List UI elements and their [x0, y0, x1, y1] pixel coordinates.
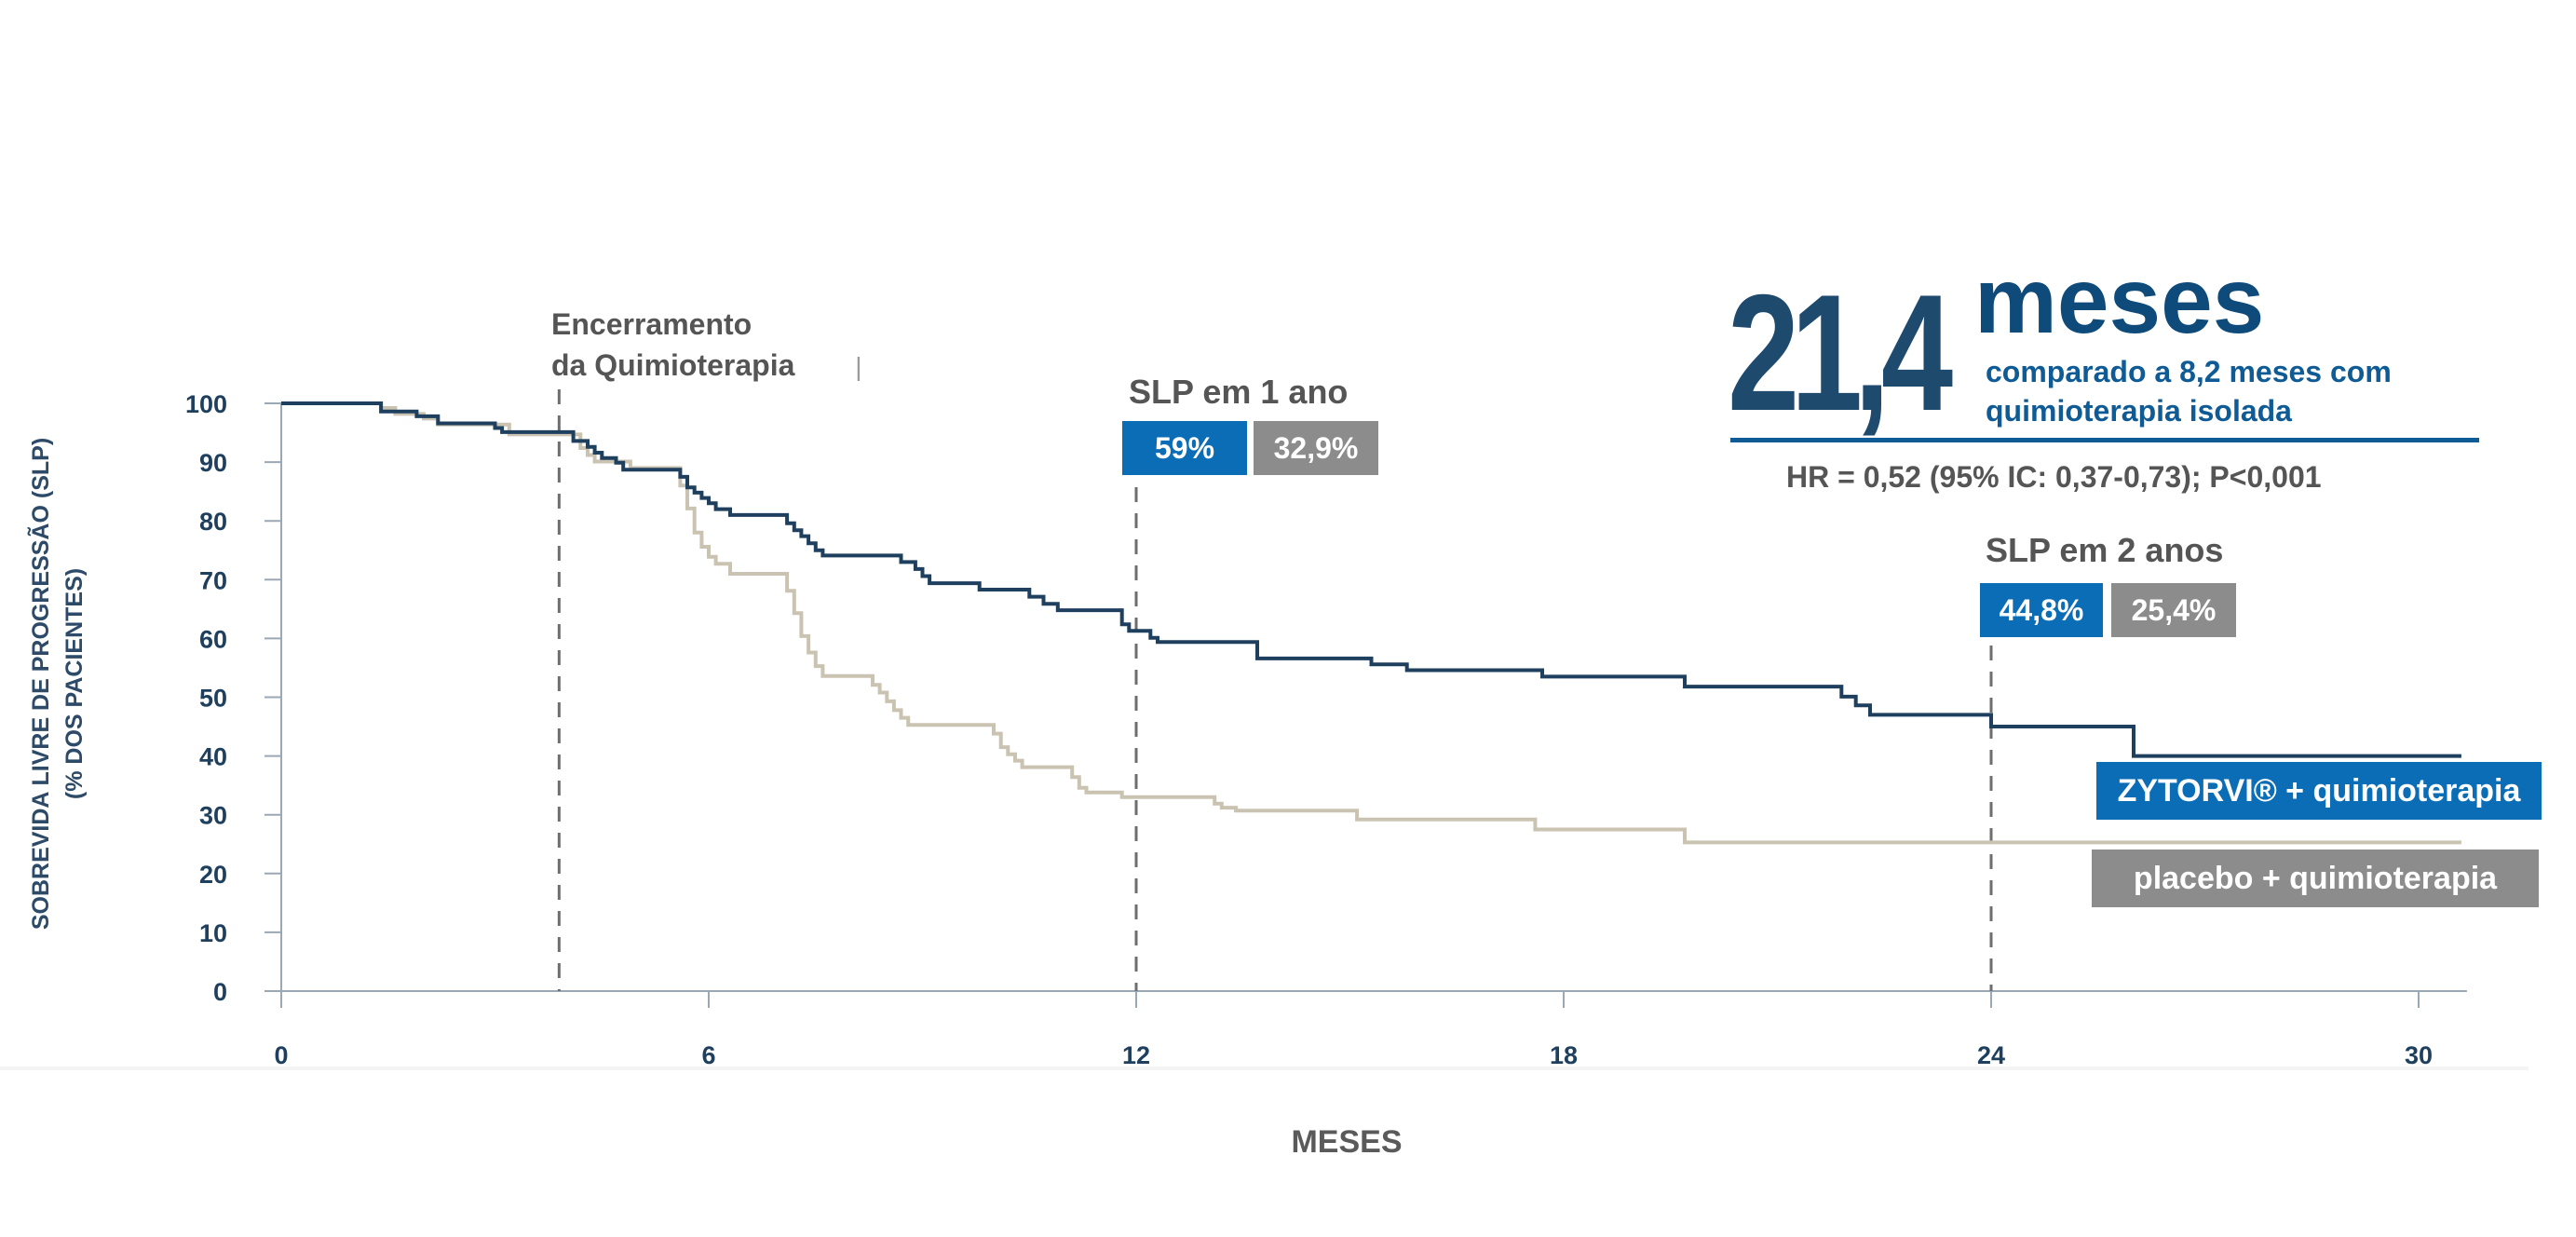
headline-subtitle: comparado a 8,2 meses com quimioterapia …: [1986, 352, 2392, 430]
survival-curves: [281, 401, 2461, 845]
slp-1-ano-zytorvi-badge: 59%: [1122, 421, 1247, 475]
x-tick-label: 6: [701, 1041, 715, 1069]
x-axis-label: MESES: [1291, 1124, 1403, 1160]
y-axis-label: SOBREVIDA LIVRE DE PROGRESSÃO (SLP) (% D…: [24, 423, 91, 945]
x-tick-label: 12: [1122, 1041, 1150, 1069]
legend-zytorvi: ZYTORVI® + quimioterapia: [2096, 762, 2542, 820]
legend-placebo: placebo + quimioterapia: [2092, 850, 2539, 907]
headline-subtitle-line2: quimioterapia isolada: [1986, 394, 2292, 428]
y-tick-label: 60: [199, 625, 227, 653]
x-tick-label: 24: [1977, 1041, 2005, 1069]
y-tick-label: 70: [199, 566, 227, 594]
chemo-end-line1: Encerramento: [551, 307, 752, 341]
headline-subtitle-line1: comparado a 8,2 meses com: [1986, 355, 2392, 388]
chemo-end-line2-text: da Quimioterapia: [551, 348, 795, 382]
axes: 0 10 20 30 40 50 60 70 80 90 100 0 6 12 18 24 30: [185, 390, 2467, 1069]
reference-lines: [557, 389, 1993, 991]
slp-2-anos-zytorvi-badge: 44,8%: [1980, 583, 2103, 637]
y-axis-label-line2: (% DOS PACIENTES): [61, 567, 88, 800]
y-axis-label-line1: SOBREVIDA LIVRE DE PROGRESSÃO (SLP): [28, 437, 54, 931]
y-tick-label: 80: [199, 508, 227, 536]
headline-rule: [1730, 438, 2479, 442]
y-tick-label: 10: [199, 919, 227, 947]
x-tick-label: 0: [274, 1041, 288, 1069]
slp-1-ano-title: SLP em 1 ano: [1129, 373, 1349, 411]
y-tick-label: 20: [199, 861, 227, 889]
headline-number: 21,4: [1728, 260, 1953, 445]
y-tick-label: 40: [199, 743, 227, 771]
chemo-end-annotation: Encerramento da Quimioterapia |: [551, 304, 862, 387]
y-tick-label: 0: [213, 978, 227, 1006]
y-tick-label: 50: [199, 685, 227, 713]
hazard-ratio-text: HR = 0,52 (95% IC: 0,37-0,73); P<0,001: [1786, 460, 2322, 494]
chemo-end-mark: |: [855, 352, 862, 381]
y-tick-label: 30: [199, 802, 227, 830]
slp-2-anos-title: SLP em 2 anos: [1986, 531, 2224, 569]
bottom-band: [0, 1067, 2529, 1070]
y-tick-label: 100: [185, 390, 227, 418]
x-tick-label: 30: [2405, 1041, 2433, 1069]
chemo-end-line2: da Quimioterapia |: [551, 345, 862, 387]
headline-unit: meses: [1974, 249, 2265, 353]
series-line: [281, 401, 2461, 845]
series-line: [281, 401, 2461, 758]
slp-1-ano-placebo-badge: 32,9%: [1254, 421, 1378, 475]
x-tick-label: 18: [1550, 1041, 1578, 1069]
y-tick-label: 90: [199, 449, 227, 477]
slp-2-anos-placebo-badge: 25,4%: [2111, 583, 2236, 637]
